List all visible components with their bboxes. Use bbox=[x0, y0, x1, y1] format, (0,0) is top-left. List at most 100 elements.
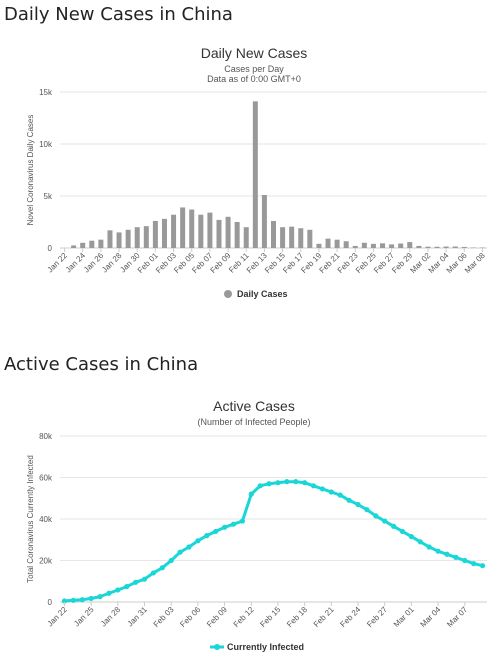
bar bbox=[80, 242, 86, 248]
bar bbox=[198, 214, 204, 248]
x-tick-label: Jan 22 bbox=[46, 605, 70, 629]
bar bbox=[325, 238, 331, 248]
legend[interactable]: Daily Cases bbox=[224, 289, 288, 299]
x-tick-label: Feb 27 bbox=[365, 605, 389, 629]
y-tick-label: 40k bbox=[39, 515, 53, 524]
bar bbox=[207, 212, 213, 248]
data-point bbox=[408, 534, 414, 540]
x-tick-label: Feb 24 bbox=[338, 605, 362, 629]
bar bbox=[343, 241, 349, 248]
bar bbox=[452, 246, 458, 248]
bar bbox=[416, 245, 422, 248]
bar bbox=[425, 246, 431, 248]
data-point bbox=[346, 497, 352, 503]
data-point bbox=[150, 570, 157, 576]
x-tick-label: Feb 03 bbox=[152, 605, 176, 629]
y-tick-label: 20k bbox=[39, 557, 53, 566]
data-point bbox=[61, 598, 68, 604]
x-tick-label: Feb 15 bbox=[258, 605, 282, 629]
bar bbox=[107, 230, 113, 248]
data-point bbox=[133, 579, 139, 585]
bar bbox=[380, 243, 386, 248]
y-tick-label: 10k bbox=[39, 140, 53, 149]
data-point bbox=[124, 584, 130, 590]
bar bbox=[307, 229, 313, 248]
y-tick-label: 60k bbox=[39, 474, 53, 483]
y-tick-label: 15k bbox=[39, 88, 53, 97]
data-point bbox=[88, 595, 94, 602]
data-point bbox=[141, 576, 148, 582]
x-tick-label: Jan 31 bbox=[126, 605, 150, 629]
x-tick-label: Feb 21 bbox=[312, 605, 336, 629]
bar bbox=[461, 246, 467, 248]
data-point bbox=[373, 513, 379, 519]
x-tick-label: Feb 09 bbox=[205, 605, 229, 629]
bar bbox=[216, 219, 222, 248]
x-tick-label: Mar 07 bbox=[445, 605, 469, 629]
bar bbox=[298, 228, 304, 248]
data-point bbox=[79, 597, 85, 603]
bar bbox=[71, 245, 77, 248]
bar bbox=[352, 245, 358, 248]
y-axis-label: Novel Coronavirus Daily Cases bbox=[26, 115, 35, 226]
data-point bbox=[337, 492, 343, 498]
chart-subtitle-2: Data as of 0:00 GMT+0 bbox=[207, 74, 301, 84]
data-point bbox=[328, 489, 334, 495]
data-point bbox=[168, 557, 174, 564]
data-point bbox=[97, 594, 103, 600]
bar bbox=[252, 101, 258, 248]
bar bbox=[261, 194, 267, 248]
bar bbox=[434, 246, 440, 248]
data-point bbox=[248, 491, 254, 497]
x-tick-label: Jan 28 bbox=[99, 605, 123, 629]
bar bbox=[189, 209, 195, 248]
bar bbox=[407, 242, 413, 248]
data-point bbox=[390, 523, 397, 529]
x-tick-label: Jan 25 bbox=[72, 605, 96, 629]
x-tick-label: Feb 06 bbox=[178, 605, 202, 629]
bar bbox=[280, 227, 286, 248]
bar bbox=[180, 207, 186, 248]
chart-subtitle: Cases per Day bbox=[224, 64, 284, 74]
bar bbox=[98, 239, 104, 248]
data-point bbox=[382, 518, 388, 524]
y-tick-label: 5k bbox=[44, 192, 53, 201]
y-tick-label: 0 bbox=[48, 244, 53, 253]
bar bbox=[271, 220, 276, 248]
legend-marker bbox=[214, 644, 220, 650]
data-point bbox=[453, 554, 459, 560]
data-point bbox=[284, 479, 290, 485]
bar bbox=[389, 244, 395, 248]
data-point bbox=[310, 483, 317, 489]
x-tick-label: Feb 18 bbox=[285, 605, 309, 629]
bar bbox=[316, 243, 322, 248]
data-point bbox=[195, 538, 201, 544]
data-point bbox=[435, 548, 441, 554]
bar bbox=[125, 229, 131, 248]
chart-title: Active Cases bbox=[213, 398, 295, 414]
chart-title: Daily New Cases bbox=[201, 45, 308, 61]
data-point bbox=[230, 521, 237, 527]
chart-subtitle: (Number of Infected People) bbox=[197, 417, 310, 427]
x-tick-label: Mar 08 bbox=[463, 251, 487, 275]
section-title-active: Active Cases in China bbox=[4, 354, 199, 375]
bar bbox=[370, 243, 376, 248]
bar bbox=[143, 226, 149, 248]
legend[interactable]: Currently Infected bbox=[210, 642, 304, 652]
data-point bbox=[302, 480, 308, 486]
bar bbox=[289, 226, 295, 248]
y-tick-label: 0 bbox=[48, 598, 53, 607]
x-tick-label: Feb 12 bbox=[232, 605, 256, 629]
bar bbox=[334, 239, 340, 248]
x-tick-label: Mar 04 bbox=[419, 605, 443, 629]
data-point bbox=[364, 507, 370, 513]
data-point bbox=[417, 539, 423, 545]
data-point bbox=[204, 533, 210, 539]
data-point bbox=[70, 597, 76, 603]
bar bbox=[361, 242, 367, 248]
x-tick-label: Mar 01 bbox=[392, 605, 416, 629]
bar bbox=[398, 243, 404, 248]
bar bbox=[225, 216, 231, 248]
legend-label: Daily Cases bbox=[237, 289, 288, 299]
legend-label: Currently Infected bbox=[227, 642, 304, 652]
